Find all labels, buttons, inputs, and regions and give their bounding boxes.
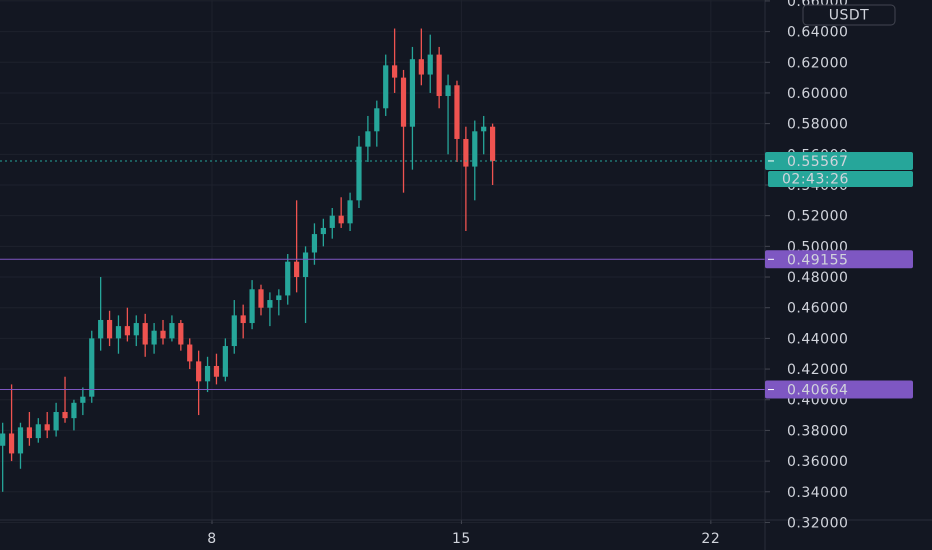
currency-button[interactable] [802,4,896,26]
candle-body [392,65,398,78]
candle-body [0,433,6,446]
candle-body [187,344,193,362]
price-label: 0.49155 [787,252,848,268]
y-tick-label: 0.58000 [787,117,848,133]
candle-body [374,108,380,132]
candle-body [320,227,326,235]
candle-body [196,361,202,382]
y-tick-label: 0.38000 [787,423,848,439]
candle-body [427,54,433,75]
candle-body [89,338,95,397]
candle-body [160,330,166,339]
candle-body [26,427,32,439]
candle-body [338,215,344,224]
candle-body [44,424,50,431]
y-tick-label: 0.44000 [787,331,848,347]
candle-body [356,146,362,201]
candle-body [276,295,282,301]
countdown-badge [768,170,913,187]
candle-body [80,396,86,403]
candle-body [115,326,122,339]
y-tick-label: 0.64000 [787,25,848,41]
y-tick-label: 0.34000 [787,485,848,501]
y-tick-label: 0.42000 [787,362,848,378]
candle-body [249,289,255,324]
candle-body [124,326,130,336]
candle-body [133,323,139,336]
candle-body [204,365,211,382]
plot [0,28,765,492]
price-label: 0.40664 [787,383,848,399]
x-tick-label: 8 [207,531,216,547]
y-tick-label: 0.48000 [787,270,848,286]
candle-body [240,315,246,324]
y-tick-label: 0.60000 [787,86,848,102]
price-label: 0.55567 [787,154,848,170]
candle-body [481,126,487,132]
candle-body [35,424,41,439]
candle-body [222,346,228,377]
candle-body [490,126,496,161]
x-tick-label: 22 [701,531,720,547]
candle-body [409,59,416,127]
candle-body [445,85,451,97]
candle-body [8,433,15,454]
candle-body [436,54,442,97]
y-tick-label: 0.62000 [787,55,848,71]
candle-body [383,65,389,109]
candle-body [454,85,460,139]
candle-body [329,215,335,228]
candle-body [258,289,264,308]
y-tick-label: 0.52000 [787,209,848,225]
y-tick-label: 0.36000 [787,454,848,470]
price-badge [765,380,913,399]
currency[interactable]: USDT [829,8,869,24]
candle-body [231,315,237,347]
candle-body [142,323,148,345]
candle-body [365,131,371,147]
candle-body [169,323,175,339]
candle-body [17,427,24,454]
candle-body [106,319,113,339]
candle-body [311,234,318,253]
candle-body [347,200,353,224]
candle-body [71,402,77,419]
candle-body [294,261,300,278]
candle-body [213,365,220,377]
candle-body [302,252,309,278]
price-badge [765,151,913,170]
candle-body [418,59,424,75]
countdown: 02:43:26 [782,171,849,187]
y-tick-label: 0.32000 [787,515,848,531]
candle-body [285,261,291,296]
candle-body [463,138,469,167]
candle-body [62,412,68,419]
y-tick-label: 0.46000 [787,301,848,317]
candle-body [472,131,478,167]
candle-body [178,323,184,345]
price-badge [765,250,913,269]
candle-body [400,77,407,127]
candle-body [53,412,59,431]
candle-body [98,319,104,339]
x-tick-label: 15 [452,531,471,547]
candle-body [151,330,157,345]
candle-body [267,300,273,308]
